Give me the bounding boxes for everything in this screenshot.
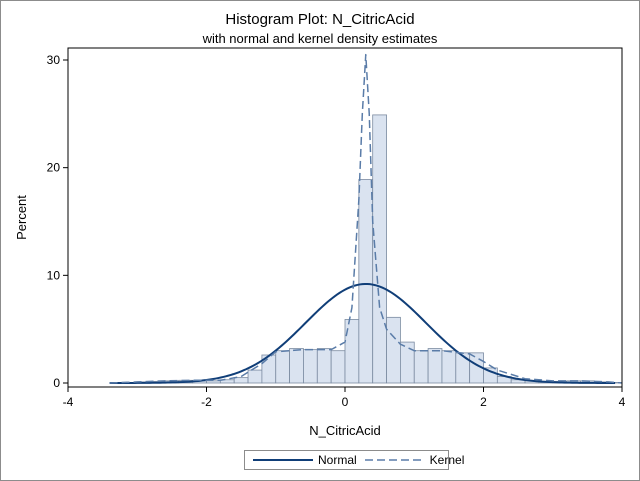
- legend-item-kernel: Kernel: [357, 453, 465, 467]
- legend-normal-label: Normal: [318, 453, 357, 467]
- legend-item-normal: Normal: [245, 453, 357, 467]
- x-tick-label: 2: [480, 395, 487, 409]
- x-tick-label: 0: [342, 395, 349, 409]
- histogram-bar: [441, 350, 457, 384]
- legend-normal-swatch: [253, 459, 313, 461]
- histogram-bar: [455, 352, 471, 384]
- y-tick-label: 0: [53, 376, 60, 390]
- x-axis-label: N_CitricAcid: [309, 423, 381, 438]
- histogram-bars: [123, 114, 623, 384]
- legend-kernel-swatch: [364, 459, 425, 461]
- histogram-bar: [330, 350, 346, 384]
- histogram-bar: [316, 348, 332, 384]
- x-tick-label: -4: [63, 395, 74, 409]
- histogram-bar: [399, 341, 415, 384]
- histogram-bar: [358, 179, 374, 384]
- histogram-bar: [372, 114, 387, 384]
- histogram-bar: [427, 348, 443, 384]
- y-axis-label: Percent: [14, 195, 29, 240]
- chart-title: Histogram Plot: N_CitricAcid: [225, 11, 415, 28]
- histogram-bar: [303, 349, 318, 384]
- y-tick-label: 10: [47, 268, 61, 282]
- x-tick-label: 4: [619, 395, 626, 409]
- series-line-kernel: [109, 53, 623, 384]
- histogram-bar: [233, 377, 249, 384]
- histogram-bar: [413, 350, 429, 384]
- y-tick-label: 30: [47, 53, 61, 67]
- legend: Normal Kernel: [244, 450, 464, 470]
- histogram-bar: [289, 348, 304, 384]
- chart-subtitle: with normal and kernel density estimates: [202, 31, 438, 46]
- histogram-bar: [247, 369, 263, 384]
- legend-kernel-label: Kernel: [429, 453, 465, 467]
- y-tick-label: 20: [47, 161, 61, 175]
- histogram-bar: [206, 380, 221, 384]
- histogram-bar: [386, 316, 401, 384]
- x-tick-label: -2: [201, 395, 212, 409]
- histogram-bar: [275, 350, 291, 384]
- series-line-normal: [109, 282, 616, 384]
